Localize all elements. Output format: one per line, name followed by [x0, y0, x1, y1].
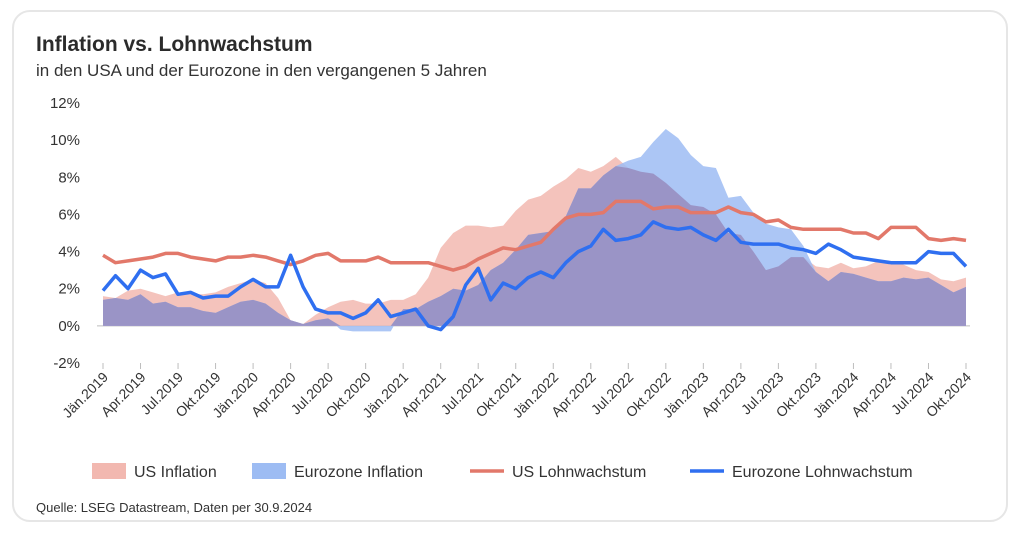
legend-label: US Lohnwachstum	[512, 464, 646, 481]
legend-eurozone-wage: Eurozone Lohnwachstum	[690, 464, 913, 481]
legend-label: US Inflation	[134, 464, 217, 481]
y-tick-label: 12%	[50, 95, 80, 112]
legend-swatch	[252, 463, 286, 479]
y-tick-label: 8%	[58, 169, 80, 186]
y-tick-label: 10%	[50, 132, 80, 149]
area-group	[103, 129, 966, 332]
inflation-overlap-area	[103, 166, 966, 326]
x-axis: Jän.2019Apr.2019Jul.2019Okt.2019Jän.2020…	[59, 363, 974, 421]
us-wage-line	[102, 199, 967, 272]
y-axis: 12% 10% 8% 6% 4% 2% 0% -2%	[50, 95, 80, 372]
y-tick-label: 6%	[58, 206, 80, 223]
legend-label: Eurozone Lohnwachstum	[732, 464, 913, 481]
eurozone-wage-line	[101, 220, 968, 332]
legend-label: Eurozone Inflation	[294, 464, 423, 481]
legend-swatch	[92, 463, 126, 479]
legend-eurozone-inflation: Eurozone Inflation	[252, 463, 423, 481]
legend-us-wage: US Lohnwachstum	[470, 464, 646, 481]
y-tick-label: 2%	[58, 281, 80, 298]
source-note: Quelle: LSEG Datastream, Daten per 30.9.…	[36, 500, 313, 515]
chart-subtitle: in den USA und der Eurozone in den verga…	[36, 61, 487, 80]
legend: US Inflation Eurozone Inflation US Lohnwac…	[92, 463, 913, 481]
y-tick-label: 4%	[58, 244, 80, 261]
y-tick-label: 0%	[58, 318, 80, 335]
chart-title: Inflation vs. Lohnwachstum	[36, 33, 313, 56]
line-group	[101, 199, 968, 332]
legend-us-inflation: US Inflation	[92, 463, 217, 481]
y-tick-label: -2%	[53, 355, 80, 372]
